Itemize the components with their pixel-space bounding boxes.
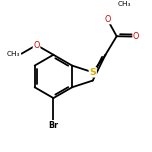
Text: O: O — [133, 32, 139, 41]
Text: S: S — [89, 68, 96, 77]
Text: O: O — [104, 15, 111, 24]
Text: Br: Br — [48, 121, 59, 130]
Text: CH₃: CH₃ — [7, 51, 21, 57]
Text: CH₃: CH₃ — [117, 1, 131, 7]
Text: O: O — [33, 41, 40, 50]
